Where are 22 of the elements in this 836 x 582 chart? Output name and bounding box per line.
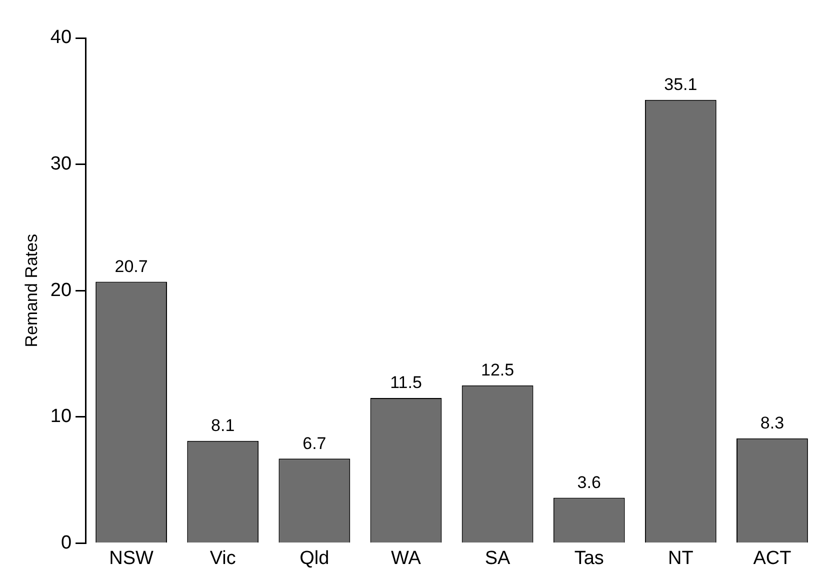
x-tick-label: NT bbox=[668, 548, 694, 569]
x-tick-label: NSW bbox=[109, 548, 154, 569]
x-tick-label: SA bbox=[484, 548, 511, 569]
data-label: 20.7 bbox=[114, 256, 148, 276]
data-label: 8.3 bbox=[760, 414, 784, 433]
x-tick-label: ACT bbox=[753, 548, 792, 569]
x-tick-label: Qld bbox=[300, 548, 330, 569]
data-label: 11.5 bbox=[390, 373, 422, 392]
data-label: 8.1 bbox=[211, 416, 235, 436]
x-tick-label: Vic bbox=[210, 548, 236, 569]
data-label: 12.5 bbox=[481, 360, 514, 380]
y-tick-label: 20 bbox=[50, 280, 72, 301]
data-label: 6.7 bbox=[302, 434, 326, 453]
x-tick-label: Tas bbox=[574, 548, 604, 569]
y-tick-label: 40 bbox=[50, 27, 72, 48]
data-label: 35.1 bbox=[664, 75, 698, 94]
y-axis-title: Remand Rates bbox=[22, 234, 41, 348]
data-label: 3.6 bbox=[577, 472, 601, 492]
x-tick-label: WA bbox=[391, 548, 422, 569]
y-tick-label: 30 bbox=[50, 154, 72, 175]
y-tick-label: 10 bbox=[50, 406, 72, 428]
y-tick-label: 0 bbox=[60, 532, 72, 554]
